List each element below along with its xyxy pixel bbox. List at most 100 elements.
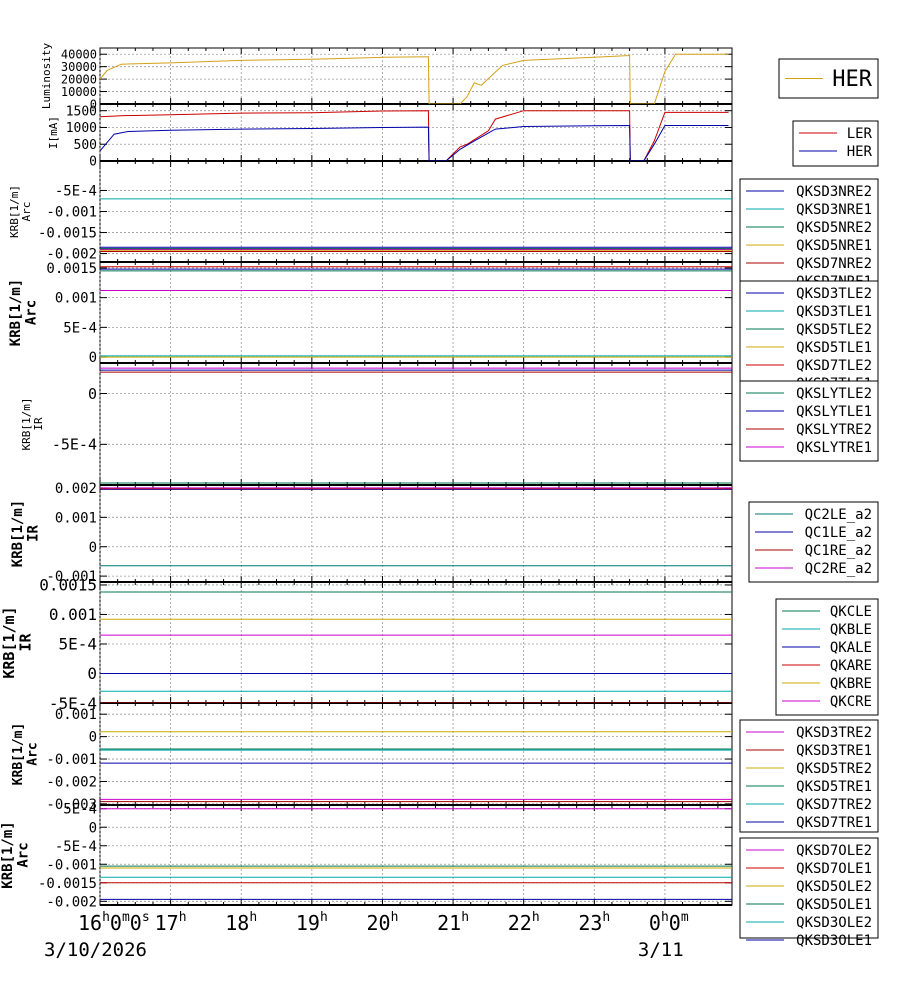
x-tick-unit: h <box>179 910 187 925</box>
x-tick-hour: 17 <box>155 911 179 935</box>
y-axis-label-line: IR <box>17 633 35 652</box>
y-tick-label: 1500 <box>66 104 97 119</box>
x-axis-labels: 16h0m0s 17h 18h 19h 20h 21h 22h 23h 0h0m3/10/202… <box>44 910 689 961</box>
legend-panel-5: QKSLYTLE2 QKSLYTLE1 QKSLYTRE2 QKSLYTRE1 <box>739 380 879 462</box>
x-tick-part: 0 <box>110 911 122 935</box>
x-tick-part: 0 <box>649 911 661 935</box>
y-tick-label: 0 <box>89 155 97 170</box>
legend-label: QKSLYTRE2 <box>796 422 872 438</box>
y-tick-label: 0.0015 <box>46 261 97 277</box>
legend-box <box>775 598 879 716</box>
y-tick-label: -0.0015 <box>38 226 97 242</box>
legend-label: QKBRE <box>830 676 872 692</box>
y-axis-label-line: Luminosity <box>40 43 53 110</box>
x-tick-label: 19h <box>296 910 328 935</box>
legend-label: QKSD5NRE2 <box>796 220 872 236</box>
x-tick-label: 20h <box>366 910 398 935</box>
x-tick-hour: 21 <box>437 911 461 935</box>
x-tick-part: m <box>122 910 130 925</box>
legend-label: QKARE <box>830 658 872 674</box>
legend-box <box>739 837 879 939</box>
y-axis-label-line: KRB[1/m] <box>8 279 24 346</box>
legend-box <box>739 719 879 833</box>
legend-panel-4: QKSD3TLE2 QKSD3TLE1 QKSD5TLE2 QKSD5TLE1 QKSD… <box>739 280 879 394</box>
y-axis-label-line: IR <box>32 417 45 431</box>
legend-label: QKCRE <box>830 694 872 710</box>
x-tick-unit: h <box>602 910 610 925</box>
y-axis-label-line: Arc <box>25 742 40 765</box>
y-tick-label: 0 <box>89 730 97 746</box>
panel-9: 5E-4 0 -5E-4 -0.001 -0.0015 -0.002 KRB[1/m]Arc <box>0 802 732 910</box>
x-tick-part: h <box>661 910 669 925</box>
y-tick-label: 10000 <box>61 85 97 99</box>
y-axis-label: KRB[1/m]IR <box>20 398 45 451</box>
panel-3: -5E-4 -0.001 -0.0015 -0.002 KRB[1/m]Arc <box>8 161 732 263</box>
legend-label: QKSD5OLE1 <box>796 897 872 913</box>
legend-label: HER <box>847 144 873 160</box>
x-tick-label: 23h <box>578 910 610 935</box>
legend-panel-3: QKSD3NRE2 QKSD3NRE1 QKSD5NRE2 QKSD5NRE1 QKSD… <box>739 178 879 292</box>
y-tick-label: 500 <box>74 138 97 153</box>
legend-label: QKSD3TRE1 <box>796 743 872 759</box>
panel-7: 0.0015 0.001 5E-4 0 -5E-4 KRB[1/m]IR <box>0 576 732 713</box>
y-axis-label-line: KRB[1/m] <box>8 185 21 238</box>
legend-label: QKSD7OLE1 <box>796 861 872 877</box>
legend-panel-8: QKSD3TRE2 QKSD3TRE1 QKSD5TRE2 QKSD5TRE1 QKSD… <box>739 719 879 833</box>
legend-label: QKSD7TRE2 <box>796 797 872 813</box>
x-tick-unit: h <box>461 910 469 925</box>
legend-label: QKSD5TRE1 <box>796 779 872 795</box>
legend-label: QKSD7TLE2 <box>796 358 872 374</box>
y-tick-label: 0 <box>89 350 97 366</box>
y-axis-label-line: KRB[1/m] <box>0 606 18 678</box>
y-tick-label: -0.002 <box>46 775 97 791</box>
y-axis-label: I[mA] <box>47 116 60 149</box>
x-tick-part: 16 <box>78 911 102 935</box>
y-axis-label-line: KRB[1/m] <box>11 723 26 786</box>
x-tick-label-end: 0h0m <box>649 910 689 935</box>
y-tick-label: -0.001 <box>46 752 97 768</box>
y-axis-label-line: IR <box>25 525 41 542</box>
x-tick-hour: 22 <box>508 911 532 935</box>
legend-label: QKSD5OLE2 <box>796 879 872 895</box>
legend-label: QKSLYTLE2 <box>796 386 872 402</box>
panel-5: 0 -5E-4 KRB[1/m]IR <box>20 363 732 486</box>
x-tick-part: 0 <box>669 911 681 935</box>
legend-label: QC2LE_a2 <box>805 507 872 523</box>
legend-label: QKSD5TLE2 <box>796 322 872 338</box>
legend-box <box>792 120 879 167</box>
y-tick-label: -5E-4 <box>55 183 97 199</box>
legend-box <box>739 280 879 394</box>
x-tick-part: h <box>102 910 110 925</box>
x-tick-label: 18h <box>225 910 257 935</box>
y-tick-label: 0 <box>89 820 97 836</box>
legend-box <box>778 58 879 99</box>
y-axis-label-line: KRB[1/m] <box>0 821 16 888</box>
x-tick-part: m <box>681 910 689 925</box>
y-axis-label-line: KRB[1/m] <box>20 398 33 451</box>
y-tick-label: -0.001 <box>46 205 97 221</box>
series-line-her <box>100 53 729 104</box>
panel-2: 1500 1000 500 0 I[mA] <box>47 104 732 170</box>
y-tick-label: 30000 <box>61 60 97 74</box>
legend-label: HER <box>832 67 872 92</box>
y-tick-label: -0.003 <box>46 797 97 813</box>
y-tick-label: 0.001 <box>55 510 97 526</box>
y-tick-label: 0 <box>89 540 97 556</box>
legend-box <box>748 501 879 583</box>
legend-label: QKSD3OLE2 <box>796 915 872 931</box>
legend-label: QKSD7OLE2 <box>796 843 872 859</box>
legend-label: QKSD7TRE1 <box>796 815 872 831</box>
legend-box <box>739 380 879 462</box>
y-tick-label: 0.001 <box>55 291 97 307</box>
x-tick-hour: 19 <box>296 911 320 935</box>
x-date-right: 3/11 <box>638 939 684 961</box>
legend-label: QKSD5TRE2 <box>796 761 872 777</box>
legend-label: QKALE <box>830 640 872 656</box>
x-tick-unit: h <box>320 910 328 925</box>
plot-frame <box>99 47 733 906</box>
y-tick-label: -5E-4 <box>52 436 97 454</box>
legend-panel-6: QC2LE_a2 QC1LE_a2 QC1RE_a2 QC2RE_a2 <box>748 501 879 583</box>
legend-label: QKSD3NRE1 <box>796 202 872 218</box>
